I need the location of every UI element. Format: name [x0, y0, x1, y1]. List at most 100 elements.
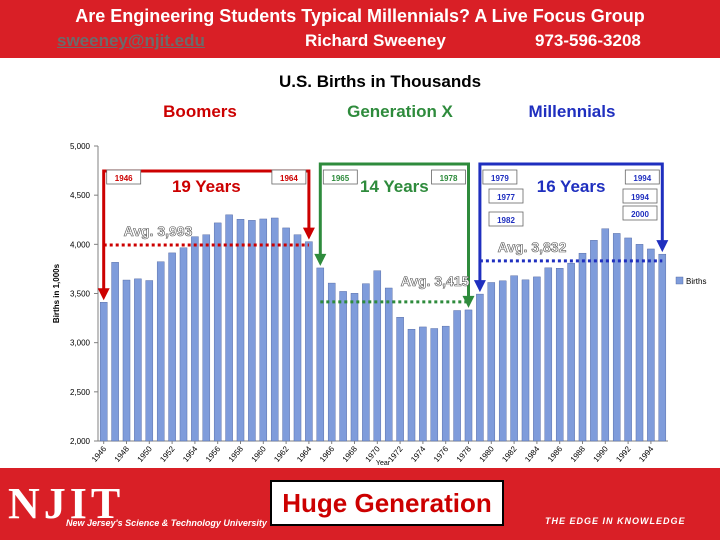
bar-1995	[658, 253, 667, 442]
generation-header-2: Generation X	[347, 102, 453, 121]
generation-start-year-2: 1965	[331, 174, 349, 183]
y-tick-label: 2,500	[70, 388, 91, 397]
births-chart: U.S. Births in Thousands Boomers Generatio…	[52, 72, 706, 467]
x-tick-label: 1986	[546, 444, 565, 464]
x-tick-label: 1976	[432, 444, 451, 464]
bar-1985	[544, 267, 553, 442]
bar-1979	[476, 293, 484, 442]
legend-label: Births	[686, 277, 706, 286]
bar-1951	[156, 261, 165, 442]
bar-1954	[191, 236, 199, 442]
x-tick-label: 1960	[249, 444, 268, 464]
x-tick-label: 1992	[614, 444, 633, 464]
email-link[interactable]: sweeney@njit.edu	[57, 31, 205, 50]
bar-1948	[122, 279, 131, 442]
bar-1950	[145, 280, 154, 442]
generation-header-1: Boomers	[163, 102, 237, 121]
x-tick-label: 1948	[113, 444, 132, 464]
generation-avg-label-1: Avg. 3,993	[124, 223, 193, 239]
generation-avg-label-2: Avg. 3,415	[401, 273, 470, 289]
bar-1969	[362, 283, 370, 442]
bar-1966	[327, 282, 336, 442]
bar-1975	[430, 328, 439, 442]
bar-1974	[419, 326, 427, 442]
bar-1978	[464, 309, 473, 442]
edge-tagline: THE EDGE IN KNOWLEDGE	[545, 516, 686, 526]
huge-generation-callout: Huge Generation	[270, 480, 504, 526]
generation-end-year-1: 1964	[280, 174, 298, 183]
legend-swatch	[675, 276, 684, 285]
bar-1967	[339, 291, 347, 442]
bar-1946	[99, 302, 108, 442]
bar-1959	[248, 220, 256, 442]
millennial-year-tag-3: 1994	[631, 193, 649, 202]
generation-start-year-3-box	[482, 169, 518, 185]
bar-1993	[635, 244, 644, 442]
x-tick-label: 1978	[455, 444, 474, 464]
millennial-year-tag-4: 2000	[631, 210, 649, 219]
slide-footer: NJIT New Jersey's Science & Technology U…	[0, 468, 720, 540]
y-tick-label: 3,500	[70, 290, 91, 299]
bar-1980	[487, 282, 496, 442]
bracket-arrow-start-2	[314, 253, 327, 266]
bar-1964	[305, 241, 313, 442]
x-tick-label: 1988	[569, 444, 588, 464]
generation-start-year-3: 1979	[491, 174, 509, 183]
x-tick-label: 1956	[204, 444, 223, 464]
generation-end-year-1-box	[271, 169, 307, 185]
bar-1958	[236, 219, 245, 442]
bar-1953	[179, 247, 188, 442]
millennial-year-tag-1: 1977	[497, 193, 515, 202]
x-tick-label: 1980	[477, 444, 496, 464]
bar-1963	[293, 234, 302, 442]
bar-1972	[396, 317, 404, 442]
bar-1965	[316, 267, 325, 442]
y-tick-label: 2,000	[70, 437, 91, 446]
generation-end-year-2: 1978	[440, 174, 458, 183]
bar-1968	[350, 293, 359, 442]
x-tick-label: 1994	[637, 444, 656, 464]
generation-start-year-1: 1946	[115, 174, 133, 183]
bar-1991	[612, 233, 621, 442]
generation-years-3: 16 Years	[537, 177, 606, 196]
x-tick-label: 1952	[158, 444, 177, 464]
x-tick-label: 1990	[591, 444, 610, 464]
bar-1988	[578, 252, 587, 442]
bar-1955	[202, 234, 211, 442]
bar-1970	[373, 270, 382, 442]
bar-1971	[384, 287, 393, 442]
millennial-year-tag-2-box	[488, 211, 524, 227]
bar-1961	[270, 217, 279, 442]
bar-1973	[407, 328, 416, 442]
bracket-arrow-start-3	[473, 280, 486, 293]
presenter-phone: 973-596-3208	[535, 31, 641, 50]
slide-header: Are Engineering Students Typical Millenn…	[0, 0, 720, 58]
university-tagline: New Jersey's Science & Technology Univer…	[66, 518, 267, 528]
bar-1956	[213, 222, 222, 442]
bar-1987	[567, 262, 575, 442]
x-tick-label: 1984	[523, 444, 542, 464]
x-tick-label: 1982	[500, 444, 519, 464]
x-tick-label: 1974	[409, 444, 428, 464]
bar-1986	[555, 268, 564, 442]
generation-years-1: 19 Years	[172, 177, 241, 196]
y-tick-label: 5,000	[70, 142, 91, 151]
generation-bracket-3	[478, 162, 664, 283]
bar-1952	[168, 252, 176, 442]
generation-start-year-1-box	[106, 169, 142, 185]
bar-1981	[498, 280, 507, 442]
generation-years-2: 14 Years	[360, 177, 429, 196]
generation-bracket-2	[318, 162, 470, 298]
presenter-name: Richard Sweeney	[305, 31, 446, 50]
bar-1989	[590, 240, 598, 442]
x-tick-label: 1968	[341, 444, 360, 464]
bracket-arrow-end-2	[462, 295, 475, 308]
x-tick-label: 1946	[90, 444, 109, 464]
x-tick-label: 1966	[318, 444, 337, 464]
bar-1984	[533, 276, 541, 442]
generation-header-3: Millennials	[529, 102, 616, 121]
bar-1962	[282, 227, 290, 442]
x-tick-label: 1962	[272, 444, 291, 464]
bar-1992	[624, 237, 632, 442]
millennial-year-tag-2: 1982	[497, 216, 515, 225]
